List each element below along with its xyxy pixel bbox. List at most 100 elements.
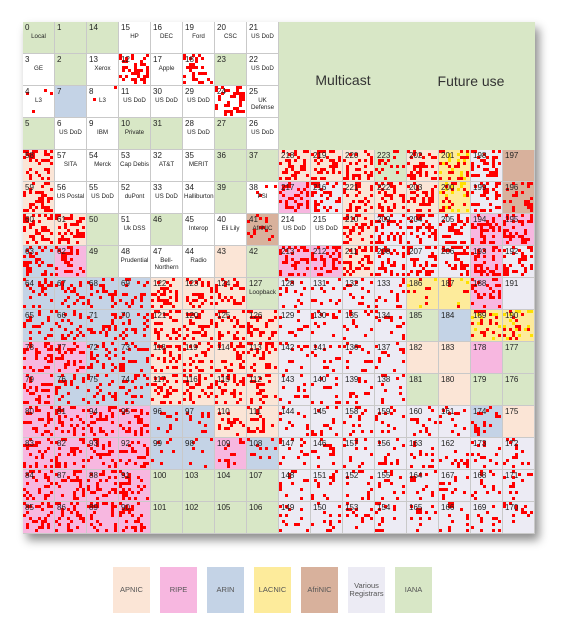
usage-dot [370,156,373,159]
usage-dot [96,345,99,348]
usage-dot [518,334,521,337]
usage-dot [378,191,381,194]
usage-dot [477,165,480,168]
usage-dot [23,488,26,491]
usage-dot [64,328,67,331]
block-number: 190 [505,311,519,320]
block-number: 61 [57,215,66,224]
block-number: 178 [473,343,487,352]
usage-dot [352,270,355,273]
block-cell-15: 15 HP [119,22,151,54]
usage-dot [361,470,364,473]
usage-dot [50,209,53,212]
usage-dot [466,194,469,197]
usage-dot [297,261,300,264]
usage-dot [451,418,454,421]
block-cell-87: 87 [55,470,87,502]
block-cell-90: 90 [119,502,151,534]
usage-dot [26,473,29,476]
usage-dot [207,412,210,415]
usage-dot [154,310,157,313]
usage-dot [492,156,495,159]
usage-dot [198,369,201,372]
usage-dot [390,482,393,485]
usage-dot [454,424,457,427]
block-cell-215: 215 US DoD [311,214,343,246]
usage-dot [90,502,93,505]
usage-dot [375,241,378,244]
usage-dot [390,214,393,217]
usage-dot [457,302,460,305]
usage-dot [58,214,61,217]
usage-dot [480,264,483,267]
usage-dot [425,174,428,177]
usage-dot [355,281,358,284]
usage-dot [29,223,32,226]
usage-dot [233,334,236,337]
usage-dot [47,177,50,180]
usage-dot [79,351,82,354]
usage-dot [480,235,483,238]
usage-dot [393,150,396,153]
usage-dot [320,377,323,380]
usage-dot [58,418,61,421]
usage-dot [44,389,47,392]
usage-dot [64,270,67,273]
block-cell-195: 195 [503,214,535,246]
usage-dot [143,424,146,427]
usage-dot [230,424,233,427]
usage-dot [329,270,332,273]
usage-dot [378,296,381,299]
usage-dot [175,331,178,334]
usage-dot [64,438,67,441]
block-number: 163 [409,439,423,448]
block-cell-114: 114 [215,342,247,374]
usage-dot [128,473,131,476]
block-number: 139 [345,375,359,384]
block-cell-43: 43 [215,246,247,278]
usage-dot [32,110,35,113]
usage-dot [378,162,381,165]
usage-dot [239,92,242,95]
usage-dot [218,310,221,313]
usage-dot [111,430,114,433]
usage-dot [352,319,355,322]
usage-dot [23,156,26,159]
usage-dot [26,389,29,392]
usage-dot [343,191,346,194]
usage-dot [41,226,44,229]
usage-dot [457,258,460,261]
usage-dot [466,252,469,255]
usage-dot [509,491,512,494]
usage-dot [230,342,233,345]
usage-dot [387,206,390,209]
usage-dot [294,267,297,270]
usage-dot [448,278,451,281]
usage-dot [271,424,274,427]
usage-dot [480,412,483,415]
usage-dot [90,293,93,296]
usage-dot [82,232,85,235]
usage-dot [402,214,405,217]
usage-dot [44,473,47,476]
usage-dot [332,261,335,264]
usage-dot [242,299,245,302]
usage-dot [288,162,291,165]
usage-dot [381,421,384,424]
usage-dot [291,281,294,284]
usage-dot [323,520,326,523]
usage-dot [320,273,323,276]
usage-dot [186,383,189,386]
usage-dot [134,296,137,299]
usage-dot [326,252,329,255]
usage-dot [32,427,35,430]
usage-dot [282,150,285,153]
usage-dot [256,214,259,217]
usage-dot [285,206,288,209]
usage-dot [311,523,314,526]
usage-dot [131,72,134,75]
usage-dot [47,415,50,418]
usage-dot [486,191,489,194]
usage-dot [451,182,454,185]
usage-dot [87,299,90,302]
